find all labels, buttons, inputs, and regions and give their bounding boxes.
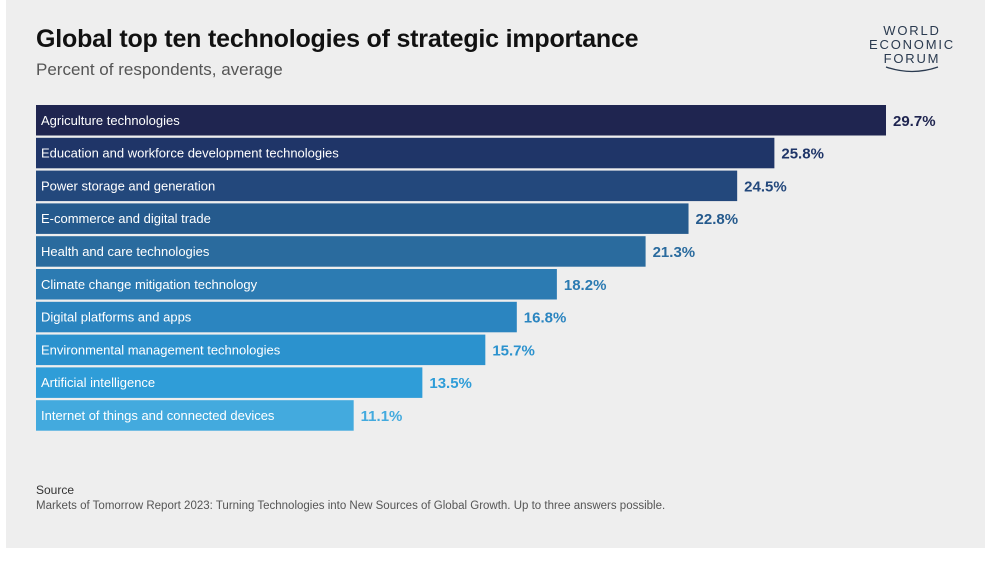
bar-4 <box>36 236 646 267</box>
value-label-5: 18.2% <box>564 277 607 294</box>
value-label-3: 22.8% <box>696 211 739 228</box>
bar-8 <box>36 367 423 398</box>
bar-1 <box>36 137 775 169</box>
bar-3 <box>36 203 689 234</box>
value-label-2: 24.5% <box>744 178 787 195</box>
logo-line-world: WORLD <box>883 23 941 38</box>
category-label-7: Environmental management technologies <box>41 342 281 357</box>
category-label-3: E-commerce and digital trade <box>41 211 211 226</box>
value-label-4: 21.3% <box>653 244 696 261</box>
logo-line-forum: FORUM <box>883 51 941 66</box>
category-label-8: Artificial intelligence <box>41 375 155 390</box>
value-label-7: 15.7% <box>492 342 535 359</box>
value-label-6: 16.8% <box>524 310 567 327</box>
bar-0 <box>36 105 886 136</box>
bar-6 <box>36 301 517 333</box>
bar-7 <box>36 334 486 366</box>
logo-line-economic: ECONOMIC <box>869 37 955 52</box>
chart-subtitle: Percent of respondents, average <box>36 60 283 79</box>
bar-chart-svg: Agriculture technologies 29.7% Education a… <box>36 105 936 431</box>
chart-card: Global top ten technologies of strategic… <box>6 0 985 548</box>
bar-9 <box>36 400 354 431</box>
chart-title: Global top ten technologies of strategic… <box>36 25 639 53</box>
bar-5 <box>36 269 557 300</box>
source-text: Markets of Tomorrow Report 2023: Turning… <box>36 500 666 512</box>
value-label-8: 13.5% <box>429 375 472 392</box>
category-label-6: Digital platforms and apps <box>41 310 192 325</box>
category-label-9: Internet of things and connected devices <box>41 408 275 423</box>
category-label-1: Education and workforce development tech… <box>41 146 339 161</box>
category-label-2: Power storage and generation <box>41 178 215 193</box>
value-label-9: 11.1% <box>361 408 403 425</box>
source-heading: Source <box>36 483 75 497</box>
value-label-1: 25.8% <box>781 146 824 163</box>
logo-arc-icon <box>885 66 939 73</box>
category-label-4: Health and care technologies <box>41 244 210 259</box>
world-economic-forum-logo: WORLD ECONOMIC FORUM <box>864 24 960 75</box>
category-label-0: Agriculture technologies <box>41 113 180 128</box>
bar-chart: Agriculture technologies 29.7% Education a… <box>36 100 956 432</box>
category-label-5: Climate change mitigation technology <box>41 277 258 292</box>
bar-2 <box>36 170 738 202</box>
value-label-0: 29.7% <box>893 113 936 130</box>
